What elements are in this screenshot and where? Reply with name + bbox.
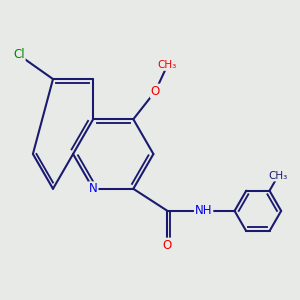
Text: CH₃: CH₃ bbox=[158, 60, 177, 70]
Text: Cl: Cl bbox=[13, 49, 25, 62]
Text: CH₃: CH₃ bbox=[268, 171, 288, 181]
Text: O: O bbox=[163, 238, 172, 251]
Text: NH: NH bbox=[195, 204, 212, 218]
Text: N: N bbox=[89, 182, 98, 195]
Text: O: O bbox=[151, 85, 160, 98]
